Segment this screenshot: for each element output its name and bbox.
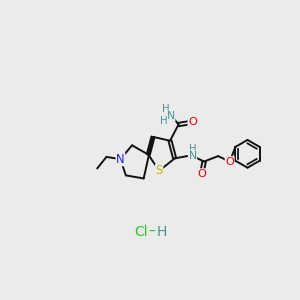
Text: H: H xyxy=(157,225,167,239)
Text: N: N xyxy=(167,111,175,121)
Text: H: H xyxy=(189,144,196,154)
Text: H: H xyxy=(162,104,169,114)
Text: S: S xyxy=(156,164,163,177)
Text: O: O xyxy=(197,169,206,179)
Text: O: O xyxy=(188,117,197,127)
Text: O: O xyxy=(225,157,234,166)
Text: N: N xyxy=(188,151,196,161)
Text: –: – xyxy=(149,225,156,238)
Text: Cl: Cl xyxy=(134,225,147,239)
Text: H: H xyxy=(160,116,168,127)
Text: N: N xyxy=(116,153,125,166)
